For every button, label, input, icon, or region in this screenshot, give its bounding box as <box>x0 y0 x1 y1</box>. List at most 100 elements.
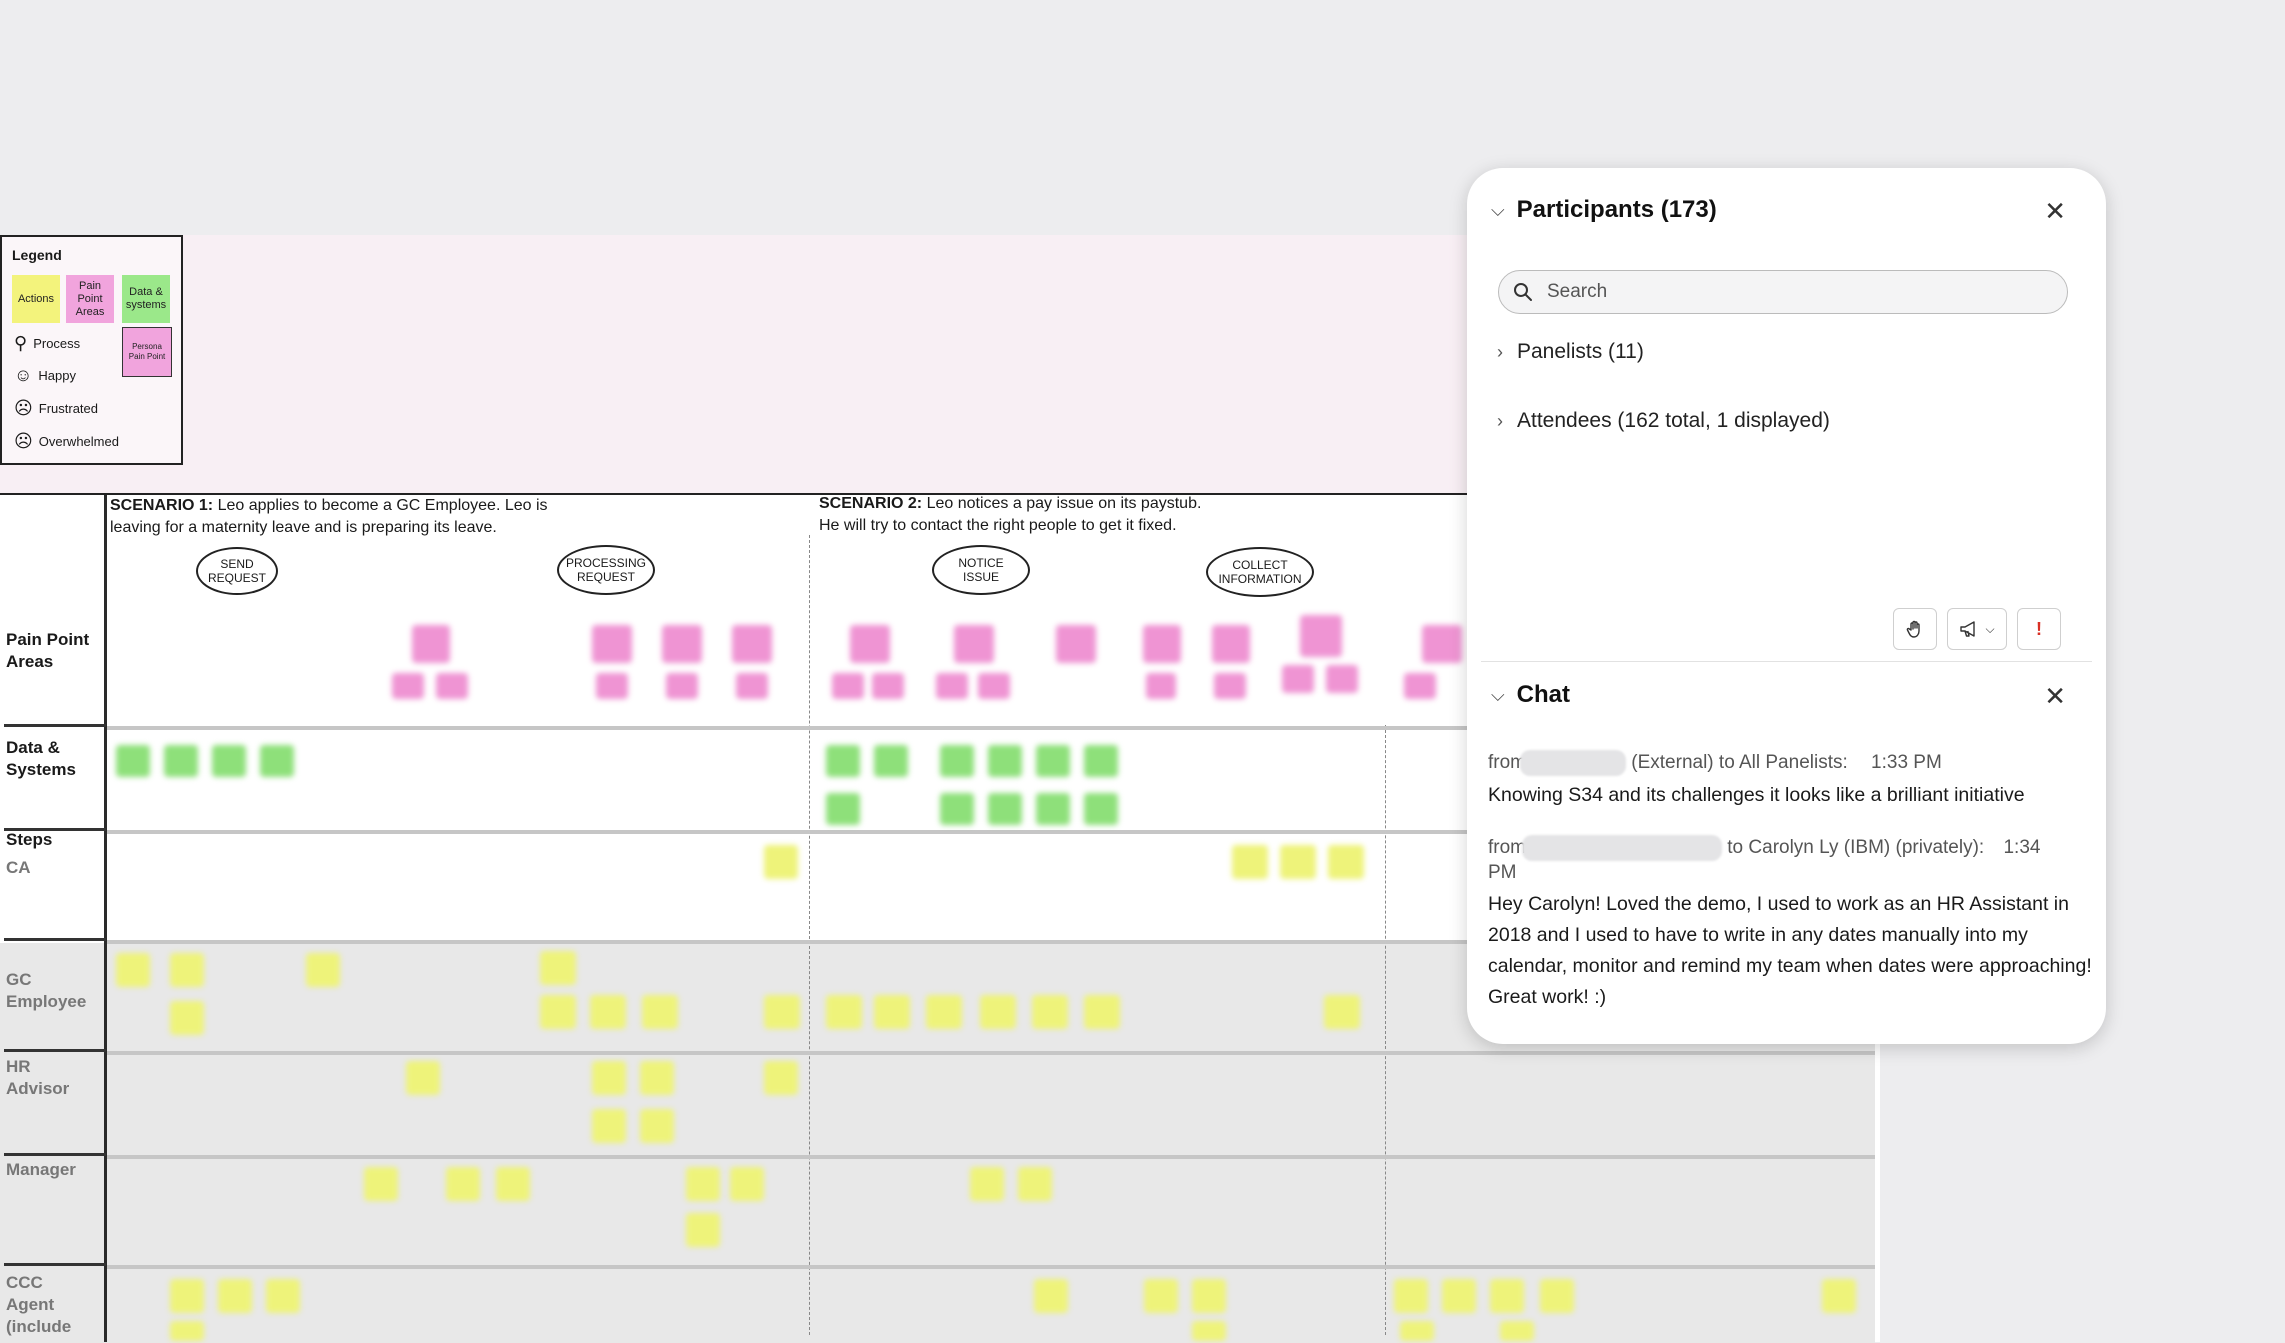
chat-header[interactable]: ⌵ Chat <box>1491 681 1570 709</box>
sticky-note[interactable] <box>1192 1279 1226 1313</box>
sticky-note[interactable] <box>850 625 890 663</box>
sticky-note[interactable] <box>1032 995 1068 1029</box>
sticky-note[interactable] <box>364 1167 398 1201</box>
sticky-note[interactable] <box>1036 793 1070 825</box>
sticky-note[interactable] <box>662 625 702 663</box>
sticky-note[interactable] <box>1404 673 1436 699</box>
sticky-note[interactable] <box>1212 625 1250 663</box>
sticky-note[interactable] <box>872 673 904 699</box>
sticky-note[interactable] <box>940 745 974 777</box>
sticky-note[interactable] <box>988 745 1022 777</box>
sticky-note[interactable] <box>1280 845 1316 879</box>
sticky-note[interactable] <box>1143 625 1181 663</box>
sticky-note[interactable] <box>730 1167 764 1201</box>
sticky-note[interactable] <box>592 1061 626 1095</box>
sticky-note[interactable] <box>1540 1279 1574 1313</box>
sticky-note[interactable] <box>1324 995 1360 1029</box>
sticky-note[interactable] <box>170 1321 204 1341</box>
attendees-group[interactable]: › Attendees (162 total, 1 displayed) <box>1497 409 1830 433</box>
sticky-note[interactable] <box>392 673 424 699</box>
sticky-note[interactable] <box>926 995 962 1029</box>
sticky-note[interactable] <box>412 625 450 663</box>
alert-button[interactable]: ! <box>2017 608 2061 650</box>
chevron-down-icon[interactable]: ⌵ <box>1491 199 1505 220</box>
sticky-note[interactable] <box>686 1213 720 1247</box>
sticky-note[interactable] <box>1084 995 1120 1029</box>
sticky-note[interactable] <box>1500 1321 1534 1341</box>
chevron-right-icon[interactable]: › <box>1497 341 1503 362</box>
sticky-note[interactable] <box>592 625 632 663</box>
sticky-note[interactable] <box>170 1001 204 1035</box>
chevron-right-icon[interactable]: › <box>1497 410 1503 431</box>
sticky-note[interactable] <box>1822 1279 1856 1313</box>
sticky-note[interactable] <box>1146 673 1176 699</box>
sticky-note[interactable] <box>874 745 908 777</box>
sticky-note[interactable] <box>116 953 150 987</box>
sticky-note[interactable] <box>1394 1279 1428 1313</box>
panelists-group[interactable]: › Panelists (11) <box>1497 340 1644 364</box>
sticky-note[interactable] <box>686 1167 720 1201</box>
sticky-note[interactable] <box>1192 1321 1226 1341</box>
sticky-note[interactable] <box>978 673 1010 699</box>
sticky-note[interactable] <box>496 1167 530 1201</box>
sticky-note[interactable] <box>826 995 862 1029</box>
sticky-note[interactable] <box>640 1109 674 1143</box>
sticky-note[interactable] <box>406 1061 440 1095</box>
sticky-note[interactable] <box>1490 1279 1524 1313</box>
sticky-note[interactable] <box>170 1279 204 1313</box>
sticky-note[interactable] <box>1084 745 1118 777</box>
sticky-note[interactable] <box>1328 845 1364 879</box>
sticky-note[interactable] <box>640 1061 674 1095</box>
sticky-note[interactable] <box>446 1167 480 1201</box>
participants-header[interactable]: ⌵ Participants (173) <box>1491 196 1717 224</box>
sticky-note[interactable] <box>988 793 1022 825</box>
sticky-note[interactable] <box>1084 793 1118 825</box>
sticky-note[interactable] <box>1422 625 1462 663</box>
sticky-note[interactable] <box>218 1279 252 1313</box>
sticky-note[interactable] <box>940 793 974 825</box>
sticky-note[interactable] <box>540 951 576 985</box>
sticky-note[interactable] <box>1214 673 1246 699</box>
announce-dropdown-button[interactable]: ⌵ <box>1947 608 2007 650</box>
sticky-note[interactable] <box>980 995 1016 1029</box>
sticky-note[interactable] <box>1036 745 1070 777</box>
sticky-note[interactable] <box>826 793 860 825</box>
sticky-note[interactable] <box>260 745 294 777</box>
sticky-note[interactable] <box>1300 615 1342 657</box>
sticky-note[interactable] <box>826 745 860 777</box>
sticky-note[interactable] <box>832 673 864 699</box>
sticky-note[interactable] <box>1442 1279 1476 1313</box>
sticky-note[interactable] <box>642 995 678 1029</box>
search-input[interactable] <box>1545 280 2029 304</box>
sticky-note[interactable] <box>266 1279 300 1313</box>
sticky-note[interactable] <box>1400 1321 1434 1341</box>
sticky-note[interactable] <box>764 845 798 879</box>
sticky-note[interactable] <box>436 673 468 699</box>
sticky-note[interactable] <box>1144 1279 1178 1313</box>
raise-hand-button[interactable] <box>1893 608 1937 650</box>
whiteboard-canvas[interactable]: Legend Actions Pain Point Areas Data & s… <box>0 235 1880 1343</box>
sticky-note[interactable] <box>764 1061 798 1095</box>
sticky-note[interactable] <box>596 673 628 699</box>
sticky-note[interactable] <box>936 673 968 699</box>
sticky-note[interactable] <box>590 995 626 1029</box>
sticky-note[interactable] <box>736 673 768 699</box>
chevron-down-icon[interactable]: ⌵ <box>1491 684 1505 705</box>
sticky-note[interactable] <box>1034 1279 1068 1313</box>
close-chat-button[interactable]: ✕ <box>2044 681 2066 711</box>
sticky-note[interactable] <box>1282 665 1314 693</box>
sticky-note[interactable] <box>874 995 910 1029</box>
sticky-note[interactable] <box>954 625 994 663</box>
sticky-note[interactable] <box>1232 845 1268 879</box>
sticky-note[interactable] <box>1326 665 1358 693</box>
sticky-note[interactable] <box>970 1167 1004 1201</box>
sticky-note[interactable] <box>116 745 150 777</box>
sticky-note[interactable] <box>732 625 772 663</box>
close-participants-button[interactable]: ✕ <box>2044 196 2066 226</box>
sticky-note[interactable] <box>170 953 204 987</box>
sticky-note[interactable] <box>1018 1167 1052 1201</box>
sticky-note[interactable] <box>764 995 800 1029</box>
sticky-note[interactable] <box>592 1109 626 1143</box>
sticky-note[interactable] <box>666 673 698 699</box>
sticky-note[interactable] <box>1056 625 1096 663</box>
